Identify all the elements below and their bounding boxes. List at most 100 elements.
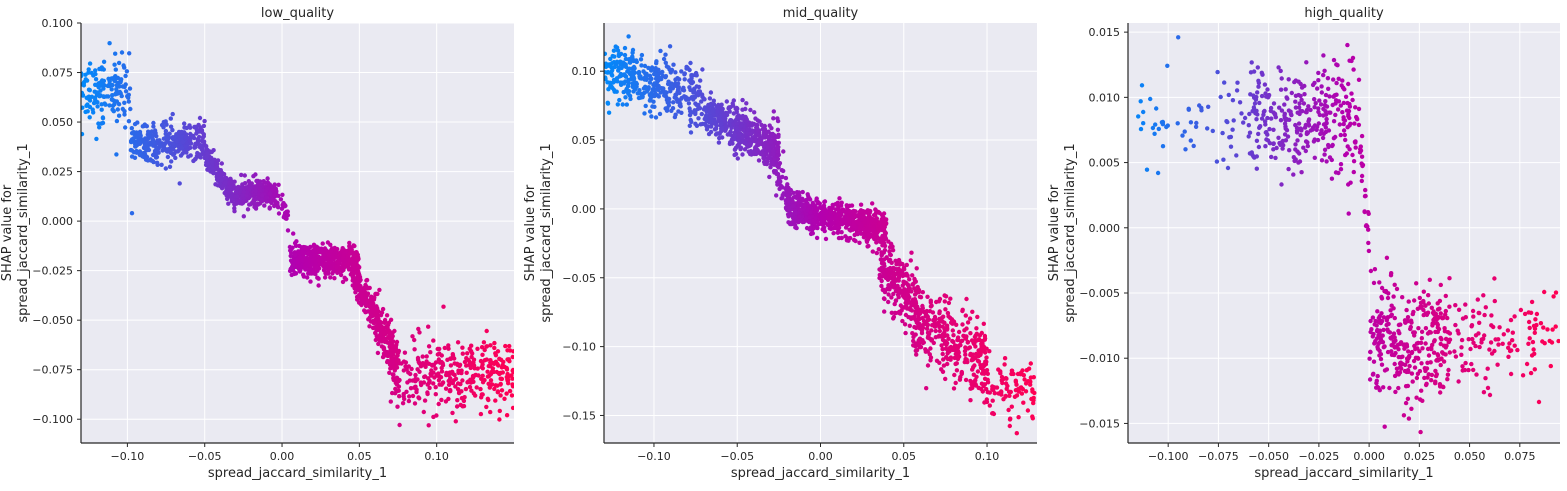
data-point [308,254,312,258]
data-point [797,215,801,219]
y-tick-label: 0.000 [42,215,74,228]
data-point [744,101,748,105]
data-point [414,388,418,392]
data-point [335,247,339,251]
data-point [1014,383,1018,387]
data-point [459,368,463,372]
data-point [616,102,620,106]
data-point [1338,122,1342,126]
data-point [395,405,399,409]
data-point [881,215,885,219]
data-point [915,305,919,309]
data-point [1219,95,1223,99]
data-point [631,59,635,63]
data-point [1340,78,1344,82]
x-tick-label: −0.10 [111,450,145,463]
data-point [916,325,920,329]
data-point [1330,177,1334,181]
data-point [886,300,890,304]
data-point [773,139,777,143]
data-point [378,333,382,337]
data-point [752,151,756,155]
data-point [793,225,797,229]
y-tick-label: −0.075 [32,364,73,377]
data-point [1180,133,1184,137]
data-point [1357,107,1361,111]
data-point [937,361,941,365]
data-point [193,125,197,129]
data-point [805,208,809,212]
data-point [132,130,136,134]
data-point [1354,115,1358,119]
data-point [387,321,391,325]
data-point [152,141,156,145]
data-point [460,378,464,382]
data-point [1346,82,1350,86]
data-point [950,348,954,352]
data-point [1357,78,1361,82]
data-point [219,178,223,182]
data-point [1279,182,1283,186]
data-point [128,86,132,90]
data-point [671,62,675,66]
data-point [964,297,968,301]
data-point [619,62,623,66]
data-point [1031,401,1035,405]
data-point [1339,162,1343,166]
data-point [879,236,883,240]
data-point [407,394,411,398]
data-point [712,102,716,106]
data-point [924,386,928,390]
data-point [162,137,166,141]
data-point [807,220,811,224]
data-point [992,385,996,389]
data-point [94,77,98,81]
data-point [1343,133,1347,137]
data-point [1222,80,1226,84]
data-point [342,259,346,263]
data-point [910,331,914,335]
data-point [910,273,914,277]
data-point [1342,101,1346,105]
data-point [1353,139,1357,143]
data-point [765,159,769,163]
data-point [119,79,123,83]
data-point [1333,101,1337,105]
data-point [511,355,515,359]
data-point [268,205,272,209]
data-point [769,132,773,136]
data-point [762,143,766,147]
data-point [952,320,956,324]
data-point [938,329,942,333]
data-point [428,372,432,376]
data-point [1326,87,1330,91]
data-point [1007,394,1011,398]
data-point [1254,117,1258,121]
data-point [1255,139,1259,143]
data-point [1262,109,1266,113]
data-point [1260,71,1264,75]
data-point [640,53,644,57]
data-point [1314,101,1318,105]
data-point [461,404,465,408]
data-point [244,185,248,189]
data-point [458,363,462,367]
data-point [413,379,417,383]
data-point [374,312,378,316]
data-point [757,158,761,162]
data-point [927,332,931,336]
data-point [845,209,849,213]
data-point [1328,111,1332,115]
data-point [1004,381,1008,385]
data-point [83,73,87,77]
data-point [682,88,686,92]
data-point [511,406,515,410]
data-point [888,252,892,256]
data-point [743,107,747,111]
data-point [1279,118,1283,122]
data-point [764,152,768,156]
data-point [872,235,876,239]
data-point [1339,133,1343,137]
data-point [748,141,752,145]
data-point [695,124,699,128]
